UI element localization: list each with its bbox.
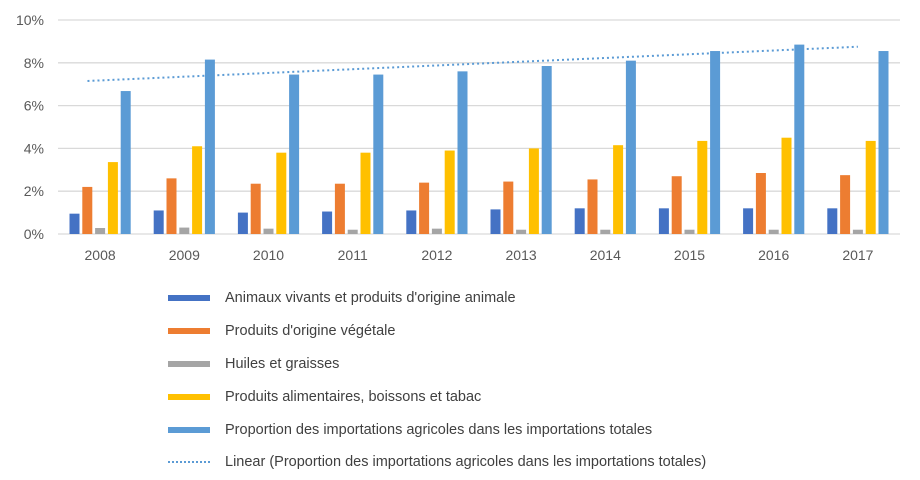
bar bbox=[95, 228, 106, 234]
bar bbox=[768, 229, 779, 234]
bar bbox=[755, 173, 766, 234]
bar bbox=[276, 152, 287, 234]
bar bbox=[192, 146, 203, 234]
bar bbox=[840, 175, 851, 234]
legend-item: Huiles et graisses bbox=[168, 348, 706, 381]
bar bbox=[347, 229, 358, 234]
x-tick-label: 2009 bbox=[169, 247, 200, 263]
bar bbox=[250, 183, 261, 234]
y-tick-label: 8% bbox=[24, 55, 44, 71]
legend-label: Animaux vivants et produits d'origine an… bbox=[225, 290, 516, 307]
x-tick-label: 2013 bbox=[506, 247, 537, 263]
bar bbox=[334, 183, 345, 234]
bar bbox=[289, 74, 300, 234]
bar bbox=[503, 181, 514, 234]
x-tick-label: 2014 bbox=[590, 247, 621, 263]
bar bbox=[528, 148, 539, 234]
bar bbox=[852, 229, 863, 234]
bar bbox=[373, 74, 384, 234]
y-tick-label: 10% bbox=[16, 12, 44, 28]
y-tick-label: 2% bbox=[24, 183, 44, 199]
plot-area: 0% 2% 4% 6% 8% 10% 2008 2009 2010 2011 2012 2013 201… bbox=[16, 12, 900, 263]
bar bbox=[263, 228, 274, 234]
bar bbox=[613, 145, 624, 234]
bar bbox=[444, 150, 455, 234]
bar bbox=[406, 210, 417, 234]
legend-swatch bbox=[168, 461, 210, 464]
bar bbox=[69, 213, 80, 234]
legend-swatch bbox=[168, 295, 210, 302]
bar bbox=[431, 228, 442, 234]
y-tick-label: 6% bbox=[24, 98, 44, 114]
x-tick-label: 2010 bbox=[253, 247, 284, 263]
legend-label: Produits d'origine végétale bbox=[225, 323, 396, 340]
legend-swatch bbox=[168, 393, 210, 400]
legend-item: Produits alimentaires, boissons et tabac bbox=[168, 380, 706, 413]
legend-label: Huiles et graisses bbox=[225, 355, 340, 372]
bar bbox=[625, 60, 636, 234]
bar bbox=[541, 66, 552, 234]
trendline bbox=[87, 45, 858, 82]
bar bbox=[865, 140, 876, 234]
bar bbox=[237, 212, 248, 234]
y-tick-label: 0% bbox=[24, 226, 44, 242]
bar bbox=[419, 182, 430, 234]
bar bbox=[587, 179, 598, 234]
bar bbox=[781, 137, 792, 234]
legend-item: Produits d'origine végétale bbox=[168, 315, 706, 348]
bar bbox=[710, 51, 721, 234]
bar bbox=[107, 162, 118, 234]
x-tick-label: 2011 bbox=[338, 247, 368, 263]
bar bbox=[516, 229, 527, 234]
y-tick-label: 4% bbox=[24, 140, 44, 156]
bar bbox=[827, 208, 838, 234]
bar bbox=[574, 208, 585, 234]
x-tick-label: 2017 bbox=[842, 247, 873, 263]
legend-label: Produits alimentaires, boissons et tabac bbox=[225, 388, 482, 405]
bar bbox=[360, 152, 371, 234]
x-tick-label: 2012 bbox=[421, 247, 452, 263]
bar bbox=[204, 59, 215, 235]
legend-swatch bbox=[168, 426, 210, 433]
bar bbox=[743, 208, 754, 234]
x-tick-label: 2015 bbox=[674, 247, 705, 263]
legend-swatch bbox=[168, 328, 210, 335]
bar bbox=[490, 209, 501, 234]
legend-swatch bbox=[168, 360, 210, 367]
legend-item: Animaux vivants et produits d'origine an… bbox=[168, 282, 706, 315]
legend: Animaux vivants et produits d'origine an… bbox=[168, 282, 706, 479]
x-tick-label: 2008 bbox=[85, 247, 116, 263]
bar bbox=[166, 178, 177, 234]
bar bbox=[684, 229, 695, 234]
bar bbox=[179, 227, 190, 234]
legend-item: Linear (Proportion des importations agri… bbox=[168, 446, 706, 479]
bar bbox=[658, 208, 669, 234]
legend-label: Linear (Proportion des importations agri… bbox=[225, 454, 707, 471]
legend-label: Proportion des importations agricoles da… bbox=[225, 421, 653, 438]
bar bbox=[153, 210, 164, 234]
legend-item: Proportion des importations agricoles da… bbox=[168, 413, 706, 446]
bar bbox=[322, 211, 333, 234]
x-tick-label: 2016 bbox=[758, 247, 789, 263]
bar bbox=[82, 186, 93, 234]
bar bbox=[457, 71, 468, 234]
bar bbox=[671, 176, 682, 234]
bar bbox=[600, 229, 611, 234]
bar bbox=[697, 140, 708, 234]
bar bbox=[878, 51, 889, 234]
bar bbox=[120, 91, 131, 234]
bar bbox=[794, 44, 805, 234]
